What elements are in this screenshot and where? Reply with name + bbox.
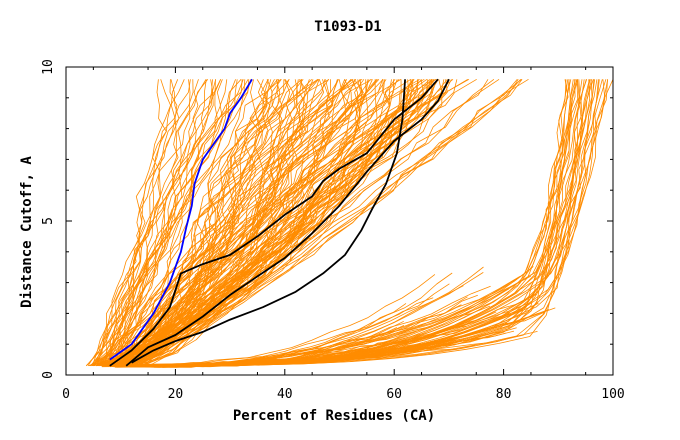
background-curve	[114, 274, 436, 366]
background-curve	[133, 327, 397, 368]
x-tick-label: 60	[386, 387, 402, 402]
x-tick-label: 20	[168, 387, 184, 402]
background-curve	[117, 78, 500, 367]
background-curve	[97, 79, 250, 367]
background-curve	[147, 266, 484, 366]
y-tick-label: 5	[41, 217, 56, 225]
background-curve	[130, 327, 517, 367]
background-curve	[106, 78, 357, 367]
background-curve	[103, 79, 320, 367]
y-tick-label: 10	[41, 59, 56, 75]
background-curve	[116, 79, 579, 367]
background-curve	[111, 79, 217, 367]
background-curve	[115, 79, 179, 366]
background-curve	[101, 337, 466, 368]
background-curve	[104, 79, 228, 366]
x-tick-label: 100	[601, 387, 624, 402]
background-curve	[131, 79, 519, 367]
background-curve	[94, 79, 207, 366]
x-axis-label: Percent of Residues (CA)	[233, 408, 435, 424]
background-curve	[148, 79, 402, 367]
background-curve	[107, 79, 178, 366]
background-curve	[110, 79, 290, 367]
y-tick-label: 0	[41, 371, 56, 379]
x-tick-label: 0	[62, 387, 70, 402]
background-curve	[91, 79, 249, 367]
highlight-curves	[109, 78, 450, 367]
background-curve	[115, 78, 495, 367]
x-tick-label: 80	[496, 387, 512, 402]
y-axis-label: Distance Cutoff, A	[19, 156, 35, 308]
background-curve	[120, 79, 412, 367]
background-curve	[128, 78, 428, 367]
background-curve	[101, 79, 325, 367]
background-curve	[96, 79, 191, 366]
background-curve	[133, 79, 303, 367]
background-curve	[117, 79, 185, 366]
background-curve	[120, 78, 522, 367]
background-curve	[158, 296, 468, 368]
black-highlight-curve-2	[109, 78, 439, 367]
background-curve	[132, 79, 347, 367]
background-curve	[115, 79, 167, 366]
background-curve	[102, 79, 194, 366]
background-curve	[119, 79, 415, 367]
background-curve	[92, 79, 244, 367]
background-curve	[104, 79, 171, 366]
background-curve	[106, 79, 387, 367]
background-curve	[116, 79, 261, 367]
background-curve	[142, 79, 435, 367]
background-curve	[118, 79, 199, 366]
background-curve	[101, 79, 214, 367]
axes: 0 20 40 60 80 100 0 5 10	[41, 59, 625, 402]
black-highlight-curve-3	[125, 78, 450, 367]
background-curve	[110, 79, 310, 367]
background-curve	[92, 79, 283, 367]
background-curve	[99, 79, 283, 367]
background-curve	[132, 79, 590, 367]
background-curve	[90, 79, 213, 367]
black-highlight-curve-4	[131, 79, 406, 364]
background-curve	[130, 79, 279, 367]
background-curve	[107, 79, 221, 367]
background-curve	[132, 79, 588, 367]
background-curve	[129, 79, 489, 367]
background-curve	[92, 79, 209, 367]
chart-title: T1093-D1	[314, 19, 381, 35]
background-curve	[114, 79, 352, 367]
background-curve	[93, 78, 281, 367]
background-curve	[106, 79, 338, 367]
background-curve	[101, 297, 434, 367]
background-curve	[126, 78, 529, 367]
background-curve	[122, 79, 352, 367]
blue-highlight-curve-1	[109, 78, 253, 361]
x-tick-label: 40	[277, 387, 293, 402]
